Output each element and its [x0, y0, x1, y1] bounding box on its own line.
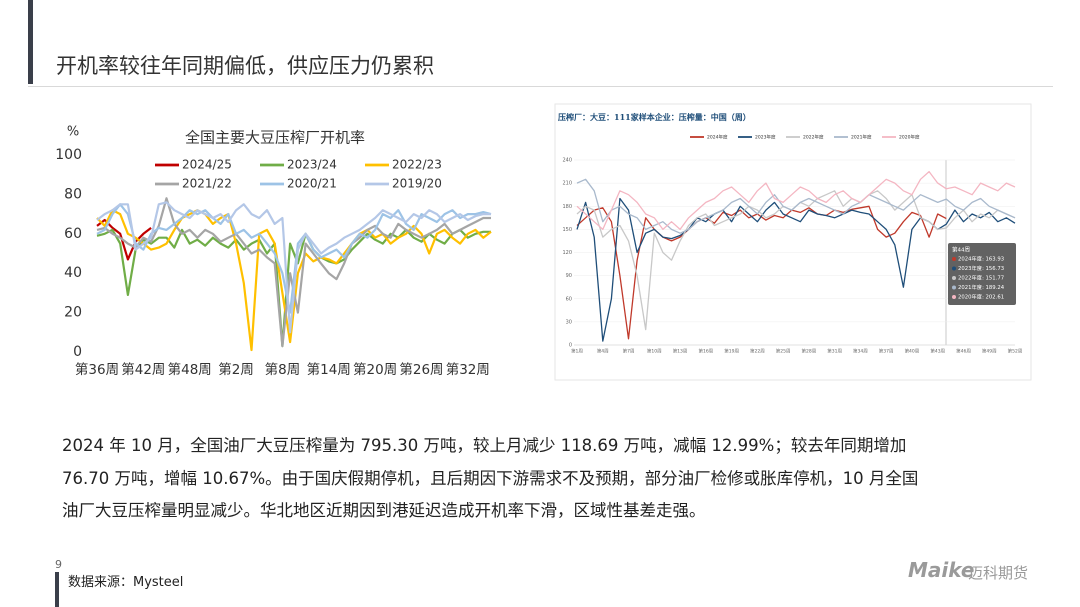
tooltip-item: 2024年度: 163.93	[958, 255, 1004, 263]
body-line: 76.70 万吨，增幅 10.67%。由于国庆假期停机，且后期因下游需求不及预期…	[62, 468, 919, 488]
x-tick-label: 第48周	[168, 361, 212, 378]
chart-title: 压榨厂：大豆：111家样本企业：压榨量：中国（周）	[558, 112, 751, 122]
y-axis-label: %	[67, 125, 79, 140]
legend-label: 2021年度	[851, 134, 872, 141]
y-tick-label: 100	[55, 147, 82, 163]
y-tick-label: 30	[566, 319, 572, 325]
x-tick-label: 第25周	[776, 348, 791, 355]
body-line: 2024 年 10 月，全国油厂大豆压榨量为 795.30 万吨，较上月减少 1…	[62, 436, 907, 455]
legend-label: 2022/23	[392, 158, 442, 172]
x-tick-label: 第19周	[724, 348, 739, 355]
chart-title: 全国主要大豆压榨厂开机率	[185, 129, 365, 147]
charts: 全国主要大豆压榨厂开机率% 0 20 40 60 80 100 第36周 第42周 第48周 第2周…	[55, 103, 1032, 381]
series-line	[576, 170, 1016, 231]
y-tick-label: 240	[562, 158, 572, 164]
x-tick-label: 第37周	[879, 348, 894, 355]
logo: Maike	[908, 558, 975, 582]
footer-bar	[55, 572, 59, 607]
x-tick-label: 第14周	[307, 361, 351, 378]
x-tick-label: 第32周	[446, 361, 490, 378]
source: 数据来源：Mysteel	[68, 575, 184, 590]
y-tick-label: 20	[64, 305, 82, 321]
slide-title: 开机率较往年同期偏低，供应压力仍累积	[56, 54, 434, 78]
legend-label: 2024/25	[182, 158, 232, 172]
legend-label: 2022年度	[803, 134, 824, 141]
y-tick-label: 40	[64, 265, 82, 281]
tooltip-item: 2020年度: 202.61	[958, 293, 1004, 301]
legend-label: 2023年度	[755, 134, 776, 141]
y-tick-label: 0	[73, 344, 82, 360]
tooltip-dot	[952, 257, 956, 261]
x-tick-label: 第28周	[802, 348, 817, 355]
y-tick-label: 80	[64, 186, 82, 202]
x-tick-label: 第40周	[905, 348, 920, 355]
x-tick-label: 第10周	[647, 348, 662, 355]
tooltip-dot	[952, 285, 956, 290]
x-tick-label: 第4周	[597, 348, 609, 355]
x-tick-label: 第46周	[956, 348, 971, 355]
tooltip-dot	[952, 295, 956, 299]
series-line	[96, 228, 491, 348]
x-tick-label: 第36周	[75, 361, 119, 378]
legend-label: 2020/21	[287, 177, 337, 191]
title-rule	[28, 86, 1053, 87]
tooltip-dot	[952, 266, 956, 271]
legend-label: 2024年度	[707, 134, 728, 141]
x-tick-label: 第1周	[571, 348, 583, 355]
series-line	[96, 209, 492, 352]
tooltip-item: 2022年度: 151.77	[958, 274, 1004, 282]
legend-label: 2020年度	[899, 134, 920, 141]
y-tick-label: 90	[566, 273, 572, 279]
x-tick-label: 第52周	[1008, 348, 1023, 355]
x-tick-label: 第2周	[218, 361, 254, 378]
tooltip-box	[948, 243, 1016, 305]
body-line: 油厂大豆压榨量明显减少。华北地区近期因到港延迟造成开机率下滑，区域性基差走强。	[62, 501, 706, 520]
right-chart-frame	[554, 103, 1032, 381]
x-tick-label: 第16周	[698, 348, 713, 355]
x-tick-label: 第43周	[930, 348, 945, 355]
series-line	[576, 205, 947, 340]
x-tick-label: 第7周	[623, 348, 635, 355]
y-tick-label: 60	[566, 296, 572, 302]
x-tick-label: 第22周	[750, 348, 765, 355]
y-tick-label: 150	[562, 227, 572, 233]
series-line	[96, 201, 491, 334]
legend-label: 2019/20	[392, 177, 442, 191]
y-tick-label: 120	[562, 250, 572, 256]
series-line	[576, 197, 1016, 342]
logo-cn: 迈科期货	[968, 564, 1029, 582]
y-tick-label: 0	[569, 343, 572, 349]
tooltip-item: 2021年度: 189.24	[958, 283, 1005, 291]
y-tick-label: 210	[562, 181, 572, 187]
body-text: 2024 年 10 月，全国油厂大豆压榨量为 795.30 万吨，较上月减少 1…	[62, 430, 918, 528]
series-line	[96, 203, 492, 314]
x-tick-label: 第20周	[353, 361, 397, 378]
x-tick-label: 第42周	[121, 361, 165, 378]
accent-bar	[28, 0, 33, 84]
tooltip-dot	[952, 276, 956, 280]
legend-label: 2023/24	[287, 158, 337, 172]
x-tick-label: 第34周	[853, 348, 868, 355]
tooltip-title: 第44周	[952, 246, 970, 254]
x-tick-label: 第31周	[827, 348, 842, 355]
x-tick-label: 第26周	[399, 361, 443, 378]
x-tick-label: 第8周	[265, 361, 301, 378]
x-tick-label: 第13周	[673, 348, 688, 355]
tooltip-item: 2023年度: 156.73	[958, 264, 1004, 272]
x-tick-label: 第49周	[982, 348, 997, 355]
page-number: 9	[55, 558, 62, 571]
series-line	[576, 178, 1016, 234]
y-tick-label: 180	[562, 204, 572, 210]
legend-label: 2021/22	[182, 177, 232, 191]
y-tick-label: 60	[64, 226, 82, 242]
